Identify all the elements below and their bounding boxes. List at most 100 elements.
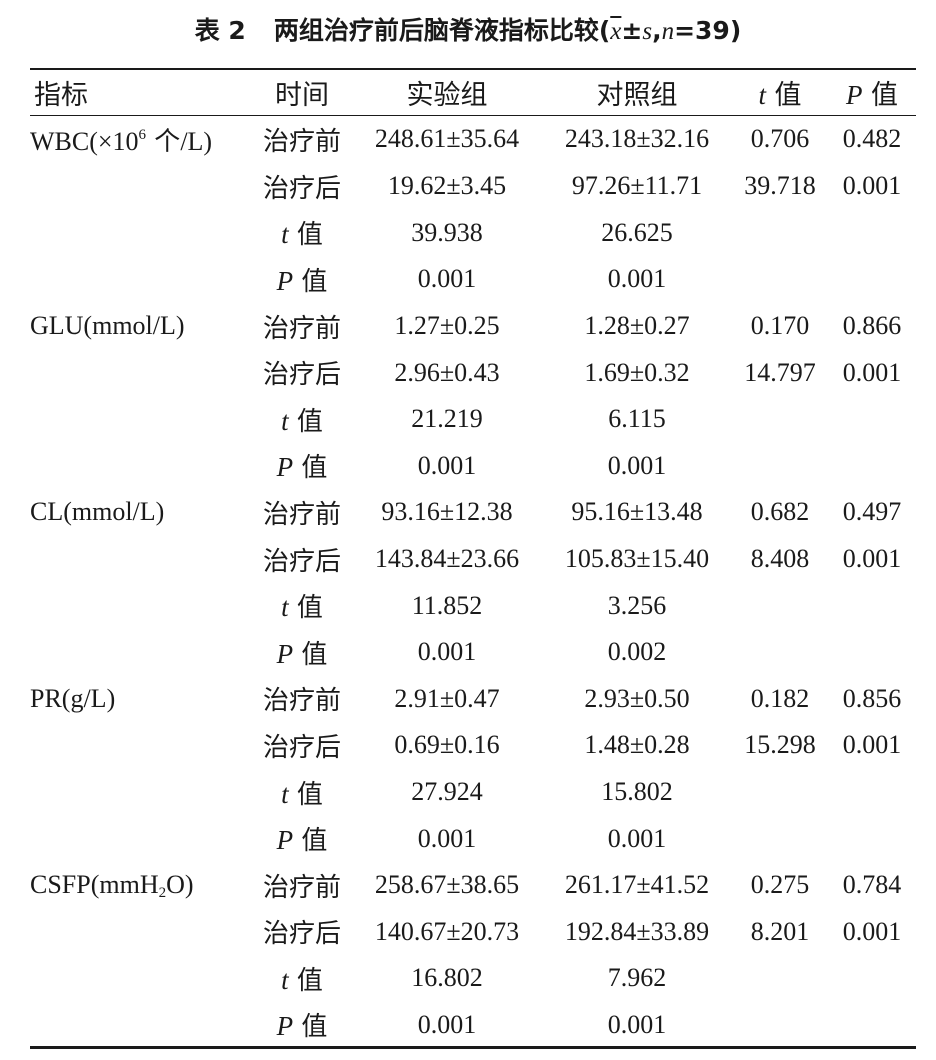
experimental-cell: 1.27±0.25 [394,311,500,341]
t-value-cell: 0.682 [750,497,810,527]
experimental-cell: 93.16±12.38 [381,497,513,527]
time-cell: P 值 [276,638,328,670]
caption-n-symbol: n [661,18,675,45]
header-rule [30,115,916,116]
time-cell: 治疗后 [262,546,341,577]
t-value-cell: 0.182 [750,683,810,713]
indicator-pr: PR(g/L) [30,683,116,713]
table-row: WBC(×106 个/L) 治疗前 248.61±35.64 243.18±32… [30,115,916,163]
table-row: PR(g/L) 治疗前 2.91±0.47 2.93±0.50 0.182 0.… [30,676,916,723]
experimental-cell: 2.91±0.47 [394,683,500,713]
control-cell: 105.83±15.40 [564,544,710,574]
time-cell: t 值 [281,405,323,437]
time-cell: P 值 [276,825,328,857]
control-cell: 0.001 [607,1009,667,1039]
control-cell: 6.115 [608,404,666,434]
top-rule [30,68,916,70]
indicator-csfp: CSFP(mmH2O) [30,870,194,902]
table-row: P 值 0.001 0.002 [30,629,916,676]
t-value-cell: 0.275 [750,870,810,900]
experimental-cell: 0.001 [417,264,477,294]
header-experimental: 实验组 [406,80,488,111]
p-value-cell: 0.001 [842,357,902,387]
control-cell: 0.001 [607,450,667,480]
p-value-cell: 0.001 [842,730,902,760]
t-value-cell: 8.408 [750,544,810,574]
t-value-cell: 0.170 [750,311,810,341]
table-row: P 值 0.001 0.001 [30,443,916,490]
table-row: P 值 0.001 0.001 [30,1002,916,1049]
caption-sd-symbol: s [642,18,653,45]
time-cell: 治疗前 [262,686,341,717]
table-row: t 值 21.219 6.115 [30,396,916,443]
experimental-cell: 19.62±3.45 [387,171,507,201]
t-value-cell: 39.718 [744,171,816,201]
control-cell: 0.001 [607,264,667,294]
caption-mean-symbol: x [610,18,622,45]
control-cell: 26.625 [601,217,673,247]
time-cell: P 值 [276,265,328,297]
table-row: GLU(mmol/L) 治疗前 1.27±0.25 1.28±0.27 0.17… [30,303,916,350]
table-row: CSFP(mmH2O) 治疗前 258.67±38.65 261.17±41.5… [30,862,916,909]
p-value-cell: 0.866 [842,311,902,341]
experimental-cell: 258.67±38.65 [374,870,520,900]
control-cell: 95.16±13.48 [571,497,703,527]
control-cell: 1.48±0.28 [584,730,690,760]
p-value-cell: 0.784 [842,870,902,900]
table-number: 表 2 [194,16,246,45]
time-cell: P 值 [276,452,328,484]
t-value-cell: 15.298 [744,730,816,760]
table-row: 治疗后 140.67±20.73 192.84±33.89 8.201 0.00… [30,909,916,956]
header-p-value: P 值 [828,70,916,115]
header-t-symbol: t [758,80,766,110]
control-cell: 2.93±0.50 [584,683,690,713]
p-value-cell: 0.856 [842,683,902,713]
time-cell: 治疗前 [262,313,341,344]
header-row: 指标 时间 实验组 对照组 t 值 P 值 [30,70,916,115]
experimental-cell: 39.938 [411,217,483,247]
header-t-value: t 值 [732,70,828,115]
t-value-cell: 14.797 [744,357,816,387]
table-row: t 值 39.938 26.625 [30,210,916,257]
p-value-cell: 0.001 [842,171,902,201]
time-cell: 治疗后 [262,173,341,204]
time-cell: 治疗前 [262,126,341,157]
header-time: 时间 [275,80,329,111]
table-row: 治疗后 2.96±0.43 1.69±0.32 14.797 0.001 [30,349,916,396]
caption-n-value: =39 [674,16,730,45]
table-row: 治疗后 143.84±23.66 105.83±15.40 8.408 0.00… [30,536,916,583]
control-cell: 261.17±41.52 [564,870,710,900]
p-value-cell: 0.482 [842,124,902,153]
t-value-cell: 0.706 [750,124,810,153]
time-cell: P 值 [276,1011,328,1043]
table-row: 治疗后 19.62±3.45 97.26±11.71 39.718 0.001 [30,163,916,210]
experimental-cell: 11.852 [411,590,483,620]
header-p-text: 值 [862,80,899,111]
time-cell: t 值 [281,964,323,996]
control-cell: 192.84±33.89 [564,916,710,946]
time-cell: t 值 [281,592,323,624]
p-value-cell: 0.497 [842,497,902,527]
table-row: 治疗后 0.69±0.16 1.48±0.28 15.298 0.001 [30,722,916,769]
experimental-cell: 143.84±23.66 [374,544,520,574]
table-row: P 值 0.001 0.001 [30,256,916,303]
table-row: t 值 27.924 15.802 [30,769,916,816]
comparison-table: 指标 时间 实验组 对照组 t 值 P 值 WBC(×106 个/L) 治疗前 … [30,70,916,1048]
experimental-cell: 0.001 [417,823,477,853]
header-p-symbol: P [845,80,863,110]
table-row: t 值 11.852 3.256 [30,582,916,629]
control-cell: 15.802 [601,777,673,807]
experimental-cell: 27.924 [411,777,483,807]
experimental-cell: 0.001 [417,637,477,667]
control-cell: 97.26±11.71 [571,171,703,201]
bottom-rule [30,1046,916,1049]
caption-plus-minus: ± [621,16,643,45]
experimental-cell: 0.69±0.16 [394,730,500,760]
header-control: 对照组 [596,80,678,111]
header-indicator: 指标 [34,80,88,111]
caption-comma: , [652,16,662,45]
control-cell: 243.18±32.16 [564,124,710,153]
experimental-cell: 16.802 [411,963,483,993]
time-cell: t 值 [281,219,323,251]
experimental-cell: 21.219 [411,404,483,434]
